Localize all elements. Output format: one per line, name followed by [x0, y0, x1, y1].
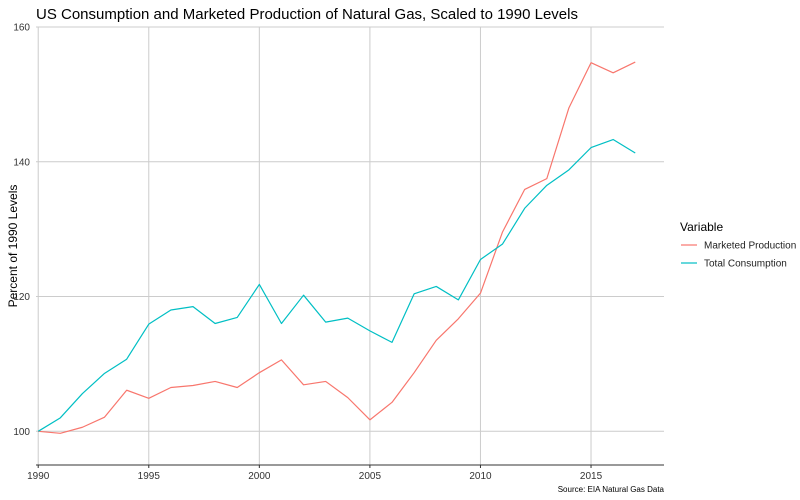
- x-tick-labels: 1990 1995 2000 2005 2010 2015: [27, 465, 603, 482]
- y-tick-label: 160: [13, 23, 30, 34]
- source-caption: Source: EIA Natural Gas Data: [558, 485, 665, 494]
- series-line-2: [37, 138, 636, 432]
- x-tick-label: 2005: [359, 471, 382, 482]
- x-tick-label: 1990: [27, 471, 50, 482]
- gridlines: [36, 26, 664, 465]
- legend: Marketed Production Total Consumption: [681, 241, 796, 270]
- x-tick-label: 2000: [248, 471, 271, 482]
- chart-title: US Consumption and Marketed Production o…: [36, 6, 578, 23]
- x-tick-label: 2015: [580, 471, 603, 482]
- y-tick-label: 120: [13, 292, 30, 303]
- series-line-1: [38, 61, 636, 434]
- series-lines: [37, 61, 636, 434]
- y-tick-label: 100: [13, 427, 30, 438]
- x-tick-label: 2010: [469, 471, 492, 482]
- legend-title: Variable: [680, 220, 723, 234]
- x-tick-label: 1995: [138, 471, 161, 482]
- legend-label-2: Total Consumption: [704, 259, 787, 270]
- legend-label-1: Marketed Production: [704, 241, 796, 252]
- y-axis-label: Percent of 1990 Levels: [6, 185, 20, 308]
- y-tick-labels: 100 120 140 160: [13, 23, 30, 438]
- y-tick-label: 140: [13, 157, 30, 168]
